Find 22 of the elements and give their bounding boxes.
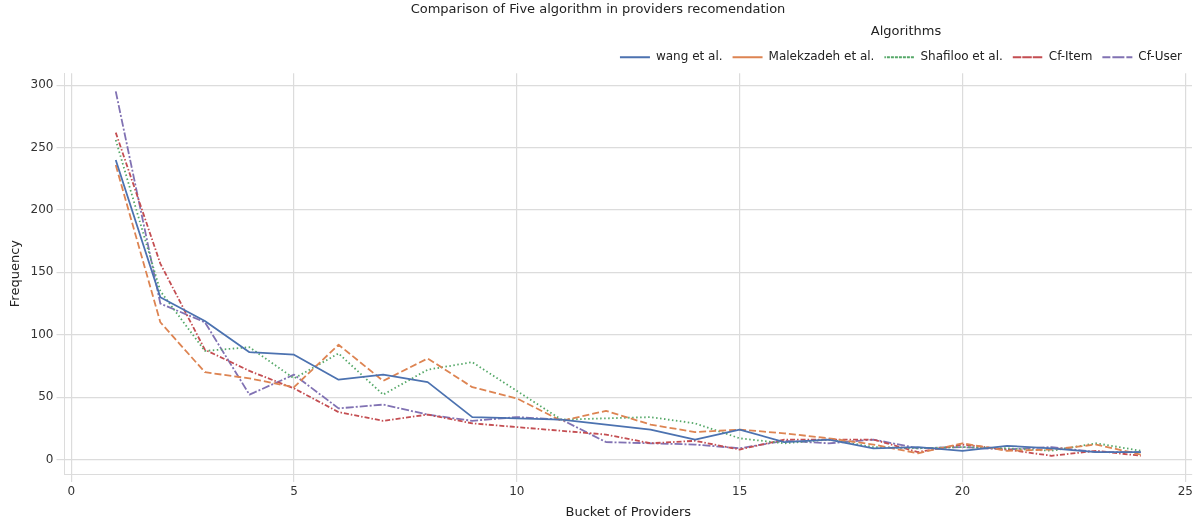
legend-label: Cf-User: [1138, 49, 1183, 64]
x-tick-label: 20: [954, 484, 971, 499]
y-tick-label: 150: [30, 264, 54, 279]
x-axis-title: Bucket of Providers: [565, 503, 692, 519]
legend-label: Malekzadeh et al.: [768, 49, 875, 64]
y-axis-title: Frequency: [7, 239, 23, 308]
x-tick-label: 0: [67, 484, 76, 499]
legend-label: Shafiloo et al.: [920, 49, 1003, 64]
chart-title: Comparison of Five algorithm in providers recomendation: [410, 1, 786, 17]
x-tick-label: 15: [732, 484, 748, 499]
y-tick-label: 50: [38, 389, 54, 404]
y-tick-label: 200: [30, 202, 54, 217]
y-tick-label: 0: [45, 451, 54, 466]
y-tick-label: 100: [30, 326, 54, 341]
y-tick-label: 300: [30, 77, 54, 92]
legend-title: Algorithms: [870, 23, 942, 39]
x-tick-label: 10: [509, 484, 525, 499]
x-tick-label: 5: [290, 484, 298, 499]
x-tick-label: 25: [1177, 484, 1193, 499]
y-tick-label: 250: [30, 139, 54, 154]
legend-label: Cf-Item: [1048, 49, 1093, 64]
legend-label: wang et al.: [655, 49, 723, 64]
